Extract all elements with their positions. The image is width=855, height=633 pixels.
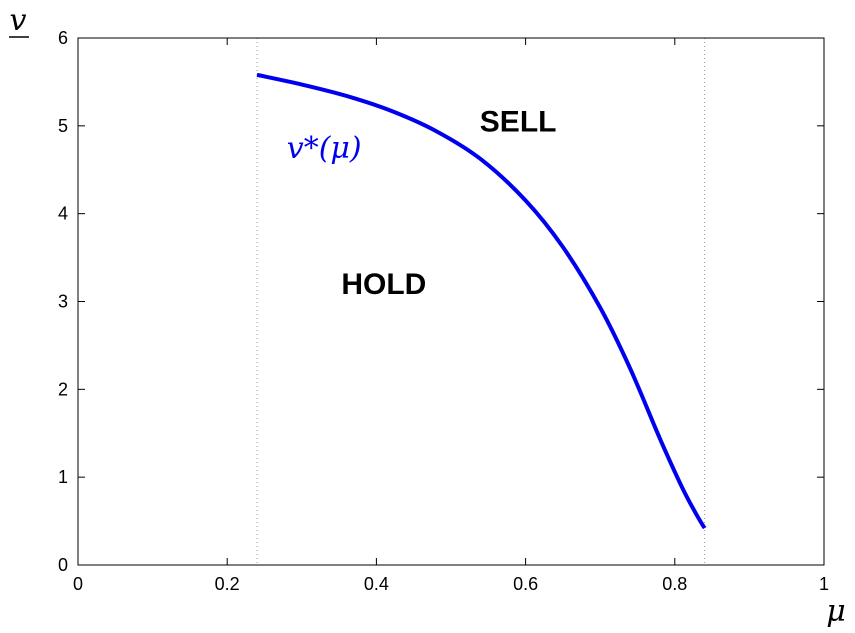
y-tick-label: 5 — [58, 116, 68, 136]
series-line-0 — [256, 72, 707, 530]
y-tick-label: 2 — [58, 379, 68, 399]
x-tick-label: 0.8 — [662, 574, 687, 594]
x-tick-label: 0.2 — [215, 574, 240, 594]
y-tick-label: 6 — [58, 28, 68, 48]
x-tick-label: 0.6 — [513, 574, 538, 594]
y-tick-label: 3 — [58, 292, 68, 312]
region-label-hold: HOLD — [341, 268, 426, 301]
axis-ticks — [77, 37, 825, 566]
x-axis-label: μ — [826, 594, 846, 629]
curve-label: v*(μ) — [287, 131, 362, 166]
y-tick-label: 1 — [58, 467, 68, 487]
y-tick-label: 4 — [58, 204, 68, 224]
series-layer — [256, 72, 707, 530]
y-tick-label: 0 — [58, 555, 68, 575]
x-tick-label: 1 — [819, 574, 829, 594]
y-axis-label: v — [10, 3, 27, 38]
region-label-sell: SELL — [480, 105, 557, 138]
plot-area — [78, 38, 824, 565]
x-tick-label: 0.4 — [364, 574, 389, 594]
tick-labels: 0 0.2 0.4 0.6 0.8 1 0 1 2 3 4 5 6 — [58, 28, 829, 594]
x-tick-label: 0 — [73, 574, 83, 594]
annotations: SELL HOLD v*(μ) — [287, 105, 557, 300]
